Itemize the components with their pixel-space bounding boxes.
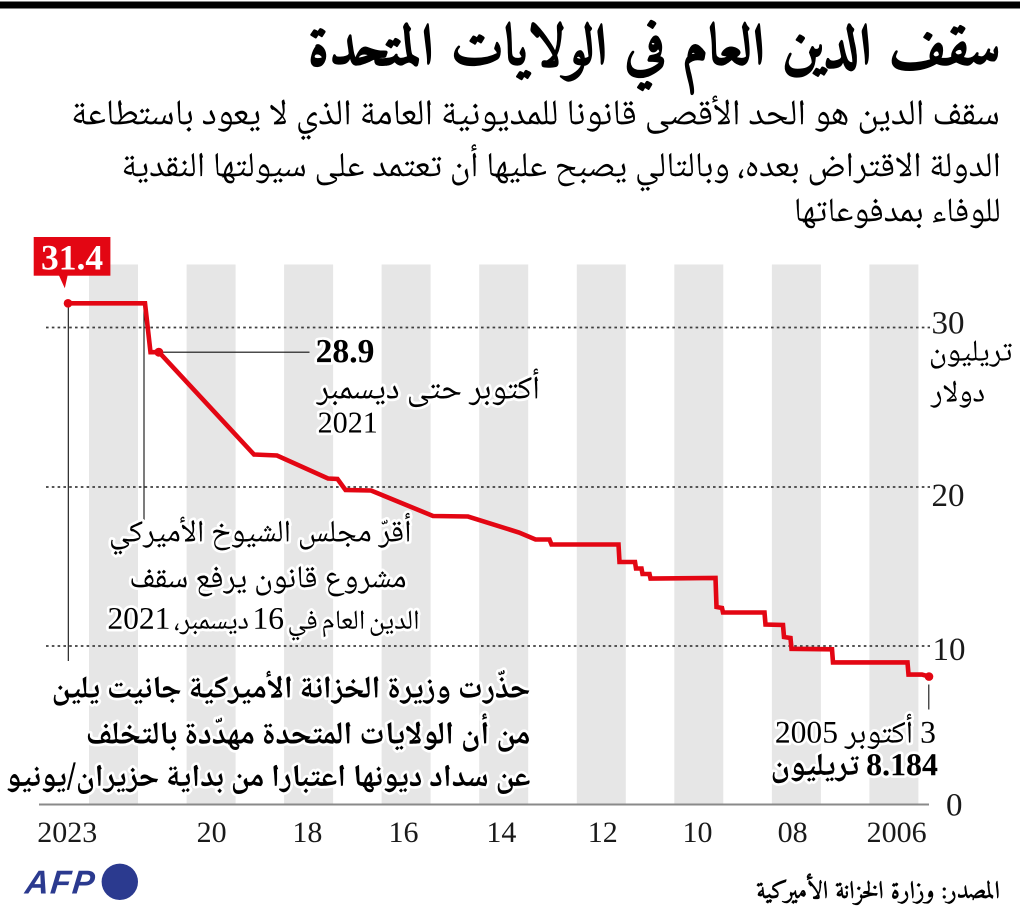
svg-text:14: 14 [486,816,516,849]
svg-text:AFP: AFP [22,864,98,901]
svg-text:18: 18 [292,816,322,849]
svg-text:08: 08 [778,816,808,849]
svg-text:31.4: 31.4 [41,238,103,278]
svg-text:0: 0 [946,788,963,824]
svg-text:12: 12 [588,816,618,849]
svg-text:20: 20 [197,816,227,849]
svg-text:20: 20 [932,478,965,514]
svg-text:2006: 2006 [867,816,927,849]
svg-text:30: 30 [932,306,965,342]
svg-text:10: 10 [683,816,713,849]
svg-text:10: 10 [933,632,966,668]
svg-text:16: 16 [389,816,419,849]
svg-text:2023: 2023 [37,816,97,849]
